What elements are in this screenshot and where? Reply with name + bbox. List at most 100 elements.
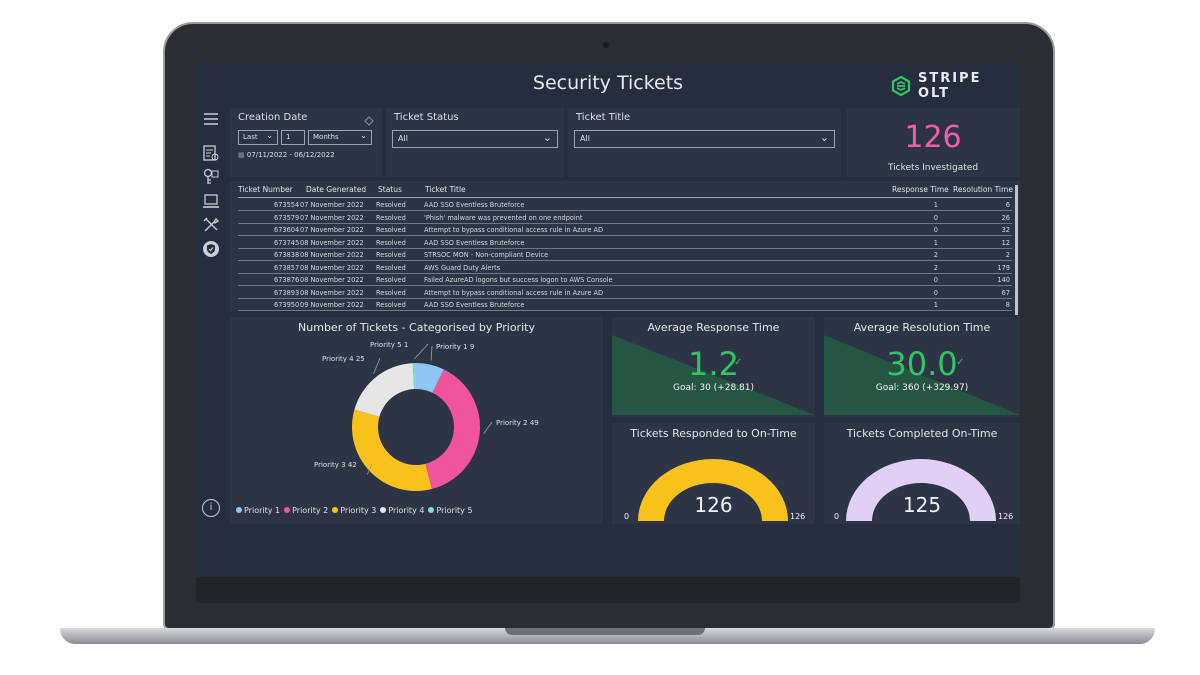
table-row[interactable]: 673857 08 November 2022 Resolved AWS Guard … — [238, 262, 1012, 274]
donut-leader-line — [366, 463, 373, 475]
title-cell: AAD SSO Eventless Bruteforce — [424, 201, 525, 209]
table-scrollbar[interactable] — [1015, 185, 1018, 315]
resolution-time-cell: 26 — [1001, 213, 1010, 222]
legend-item-priority-5[interactable]: Priority 5 — [428, 506, 473, 515]
menu-icon[interactable] — [200, 108, 222, 130]
eraser-icon[interactable] — [364, 116, 374, 126]
chevron-down-icon: ⌄ — [360, 131, 367, 140]
info-icon[interactable]: i — [202, 499, 220, 517]
resolution-time-cell: 2 — [1005, 251, 1010, 259]
status-cell: Resolved — [376, 213, 406, 222]
legend-dot-icon — [332, 507, 339, 513]
date-range-text: 07/11/2022 - 06/12/2022 — [246, 151, 335, 159]
ticket-status-select[interactable]: All ⌄ — [392, 130, 558, 148]
table-row[interactable]: 673838 08 November 2022 Resolved STRSOC MON… — [238, 249, 1012, 261]
table-row[interactable]: 673745 08 November 2022 Resolved AAD SSO Ev… — [238, 237, 1012, 249]
resolution-time-cell: 12 — [1001, 238, 1010, 247]
donut-slice-priority-1[interactable] — [416, 363, 444, 393]
status-cell: Resolved — [376, 201, 406, 209]
donut-label-priority-2: Priority 2 49 — [496, 419, 539, 427]
ticket-number-cell: 673893 — [274, 288, 300, 297]
date-cell: 08 November 2022 — [300, 251, 364, 259]
table-row[interactable]: 673579 07 November 2022 Resolved 'Phish' ma… — [238, 212, 1012, 224]
creation-date-filter: Creation Date Last ⌄ 1 Months ⌄ ▦ 07/11/20… — [230, 108, 382, 177]
donut-label-priority-1: Priority 1 9 — [436, 343, 474, 351]
legend-label: Priority 4 — [388, 506, 425, 515]
check-icon: ✓ — [734, 357, 743, 368]
legend-dot-icon — [380, 507, 387, 513]
resolution-time-cell: 67 — [1001, 288, 1010, 297]
legend-item-priority-1[interactable]: Priority 1 — [236, 506, 280, 515]
tickets-investigated-card: 126 Tickets Investigated — [846, 108, 1020, 177]
responded-on-time-card: Tickets Responded to On-Time 126 0 126 — [612, 423, 815, 524]
status-cell: Resolved — [376, 263, 406, 272]
period-value: Last — [243, 133, 258, 141]
ticket-status-value: All — [398, 134, 408, 143]
donut-label-priority-3: Priority 3 42 — [314, 461, 357, 469]
header-resolution-time: Resolution Time — [953, 185, 1013, 194]
completed-gauge-min: 0 — [834, 512, 840, 521]
calendar-icon: ▦ — [238, 151, 245, 159]
table-row[interactable]: 673604 07 November 2022 Resolved Attempt to… — [238, 224, 1012, 236]
ticket-title-value: All — [580, 134, 590, 143]
ticket-number-cell: 673745 — [274, 238, 300, 247]
donut-slice-priority-5[interactable] — [412, 363, 416, 390]
legend-item-priority-2[interactable]: Priority 2 — [284, 506, 328, 515]
donut-leader-line — [483, 421, 493, 435]
tools-icon[interactable] — [200, 214, 222, 236]
header-date-generated: Date Generated — [306, 185, 367, 194]
ticket-number-cell: 673857 — [274, 263, 300, 272]
responded-gauge-arc — [638, 459, 788, 521]
date-cell: 08 November 2022 — [300, 288, 364, 297]
header-ticket-title: Ticket Title — [425, 185, 466, 194]
ticket-status-label: Ticket Status — [394, 112, 459, 123]
table-row[interactable]: 673950 09 November 2022 Resolved AAD SSO Ev… — [238, 299, 1012, 311]
laptop-notch — [505, 628, 705, 635]
chevron-down-icon: ⌄ — [819, 131, 829, 144]
response-time-cell: 0 — [933, 213, 938, 222]
header-ticket-number: Ticket Number — [238, 185, 293, 194]
brand-name: STRIPE OLT — [917, 71, 982, 101]
priority-donut-card: Number of Tickets - Categorised by Prior… — [230, 317, 603, 524]
legend-label: Priority 1 — [244, 506, 281, 515]
laptop-chin — [196, 577, 1020, 603]
title-cell: Attempt to bypass conditional access rul… — [424, 226, 604, 234]
resolution-time-cell: 179 — [997, 263, 1010, 272]
status-cell: Resolved — [376, 226, 406, 234]
shield-icon[interactable] — [200, 238, 222, 260]
legend-dot-icon — [284, 507, 291, 513]
average-response-title: Average Response Time — [647, 321, 780, 334]
donut-slice-priority-4[interactable] — [354, 363, 415, 417]
date-range: ▦ 07/11/2022 - 06/12/2022 — [238, 151, 335, 159]
camera-icon — [603, 42, 609, 48]
table-row[interactable]: 673893 08 November 2022 Resolved Attempt to… — [238, 287, 1012, 299]
donut-slice-priority-2[interactable] — [425, 369, 480, 490]
period-select[interactable]: Last ⌄ — [238, 130, 278, 145]
report-icon[interactable] — [200, 142, 222, 164]
response-time-cell: 2 — [933, 251, 938, 259]
unit-select[interactable]: Months ⌄ — [308, 130, 372, 145]
laptop-icon[interactable] — [200, 190, 222, 212]
date-cell: 07 November 2022 — [300, 213, 364, 222]
legend-item-priority-4[interactable]: Priority 4 — [380, 506, 424, 515]
status-cell: Resolved — [376, 238, 406, 247]
ticket-title-filter: Ticket Title All ⌄ — [568, 108, 841, 177]
response-time-cell: 2 — [933, 263, 938, 272]
resolution-trend-shape — [824, 335, 1020, 415]
table-row[interactable]: 673876 08 November 2022 Resolved Failed Azu… — [238, 274, 1012, 286]
key-icon[interactable] — [200, 166, 222, 188]
completed-gauge-arc — [846, 459, 996, 521]
responded-gauge-min: 0 — [624, 512, 630, 521]
count-input[interactable]: 1 — [281, 130, 305, 145]
title-cell: Failed AzureAD logons but success logon … — [424, 276, 613, 284]
ticket-title-select[interactable]: All ⌄ — [574, 130, 835, 148]
header-status: Status — [378, 185, 402, 194]
legend-item-priority-3[interactable]: Priority 3 — [332, 506, 376, 515]
response-trend-shape — [612, 335, 815, 415]
donut-slice-priority-3[interactable] — [352, 409, 432, 491]
chevron-down-icon: ⌄ — [266, 131, 273, 140]
table-row[interactable]: 673554 07 November 2022 Resolved AAD SSO Ev… — [238, 199, 1012, 211]
title-cell: STRSOC MON - Non-compliant Device — [424, 251, 549, 259]
date-cell: 08 November 2022 — [300, 238, 364, 247]
tickets-investigated-value: 126 — [904, 120, 962, 155]
